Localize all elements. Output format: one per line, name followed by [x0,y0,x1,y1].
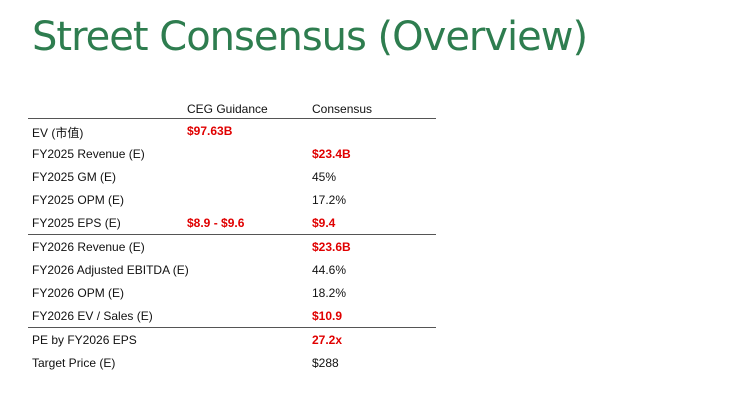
row-consensus-value: $288 [312,356,339,370]
table-row: FY2026 Revenue (E) $23.6B [28,235,436,258]
table-row: EV (市值) $97.63B [28,119,436,142]
table-row: FY2026 OPM (E) 18.2% [28,281,436,304]
table-body: EV (市值) $97.63B FY2025 Revenue (E) $23.4B FY… [28,119,436,374]
row-consensus-value: $23.4B [312,147,351,161]
row-label: FY2026 OPM (E) [32,286,125,300]
table-header: CEG Guidance Consensus [28,98,436,119]
consensus-table: CEG Guidance Consensus EV (市值) $97.63B FY2… [28,98,436,374]
row-consensus-value: $9.4 [312,216,336,230]
row-guidance-value: $97.63B [187,124,233,138]
table-row: FY2026 EV / Sales (E) $10.9 [28,304,436,328]
row-label: FY2026 Adjusted EBITDA (E) [32,263,189,277]
row-consensus-value: 27.2x [312,333,343,347]
table-row: FY2025 Revenue (E) $23.4B [28,142,436,165]
row-label: FY2025 Revenue (E) [32,147,145,161]
slide-title: Street Consensus (Overview) [32,14,588,60]
row-consensus-value: $23.6B [312,240,351,254]
row-guidance-value: $8.9 - $9.6 [187,216,245,230]
row-label: Target Price (E) [32,356,116,370]
table-row: Target Price (E) $288 [28,351,436,374]
row-consensus-value: $10.9 [312,309,343,323]
header-consensus: Consensus [312,102,373,116]
row-consensus-value: 18.2% [312,286,347,300]
table-row: PE by FY2026 EPS 27.2x [28,328,436,351]
row-label: FY2025 OPM (E) [32,193,125,207]
row-label: FY2025 EPS (E) [32,216,121,230]
row-label: PE by FY2026 EPS [32,333,137,347]
table-row: FY2025 EPS (E) $8.9 - $9.6 $9.4 [28,211,436,235]
row-label: FY2026 Revenue (E) [32,240,145,254]
row-consensus-value: 44.6% [312,263,347,277]
row-label: FY2025 GM (E) [32,170,117,184]
row-label: FY2026 EV / Sales (E) [32,309,153,323]
row-consensus-value: 17.2% [312,193,347,207]
table-row: FY2025 GM (E) 45% [28,165,436,188]
header-guidance: CEG Guidance [187,102,268,116]
table-row: FY2025 OPM (E) 17.2% [28,188,436,211]
row-label: EV (市值) [32,126,84,140]
row-consensus-value: 45% [312,170,337,184]
table-row: FY2026 Adjusted EBITDA (E) 44.6% [28,258,436,281]
